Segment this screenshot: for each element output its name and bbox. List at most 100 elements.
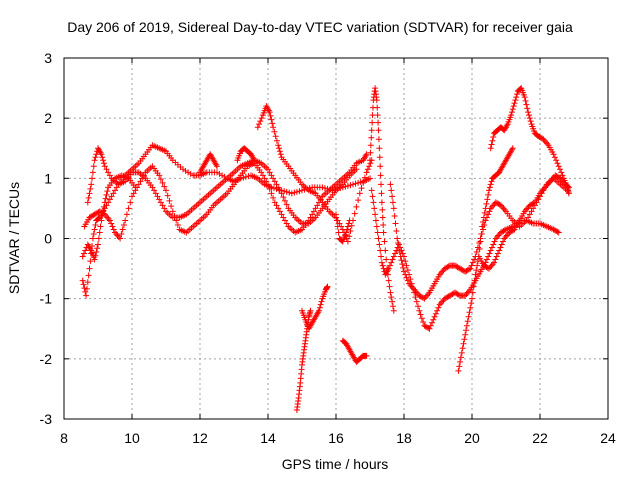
data-point	[89, 235, 96, 242]
data-point	[316, 307, 322, 314]
data-point	[127, 199, 134, 206]
data-point	[275, 184, 282, 191]
data-point	[333, 217, 340, 224]
data-point	[270, 124, 277, 131]
data-point	[527, 118, 534, 125]
data-point	[309, 211, 316, 218]
data-point	[490, 133, 497, 140]
data-point	[378, 199, 385, 206]
data-point	[523, 101, 530, 108]
data-point	[513, 94, 520, 101]
data-point	[390, 205, 397, 212]
data-point	[465, 313, 472, 320]
data-point	[319, 184, 326, 191]
data-point	[368, 187, 375, 194]
data-point	[257, 118, 264, 125]
data-point	[154, 193, 161, 200]
data-point	[355, 179, 362, 186]
data-point	[483, 200, 490, 207]
data-point	[523, 217, 530, 224]
data-point	[91, 226, 98, 233]
data-point	[123, 211, 130, 218]
data-point	[80, 250, 87, 257]
data-point	[118, 230, 125, 237]
data-point	[277, 151, 284, 158]
series-track-g	[299, 283, 331, 332]
data-point	[293, 188, 300, 195]
data-point	[509, 145, 516, 152]
data-point	[471, 256, 478, 263]
data-point	[488, 244, 495, 251]
data-point	[373, 97, 380, 104]
data-point	[457, 354, 464, 361]
data-point	[135, 181, 142, 188]
data-point	[376, 145, 383, 152]
data-point	[161, 205, 168, 212]
data-point	[469, 259, 476, 266]
series-track-e	[79, 172, 139, 263]
data-point	[273, 202, 280, 209]
data-point	[509, 106, 516, 113]
data-point	[101, 199, 108, 206]
data-point	[491, 259, 498, 266]
data-point	[110, 190, 117, 197]
data-point	[368, 127, 375, 134]
data-point	[363, 352, 370, 359]
data-point	[80, 281, 87, 288]
data-point	[393, 247, 400, 254]
data-point	[361, 174, 368, 181]
data-point	[378, 181, 385, 188]
data-point	[318, 298, 325, 305]
y-tick-label: -3	[40, 411, 53, 427]
data-point	[291, 189, 298, 196]
data-point	[83, 292, 90, 299]
data-point	[278, 211, 285, 218]
data-point	[81, 285, 88, 292]
data-point	[371, 205, 378, 212]
data-point	[375, 127, 382, 134]
data-point	[376, 154, 383, 161]
data-point	[271, 128, 278, 135]
data-point	[380, 265, 387, 272]
data-point	[357, 179, 364, 186]
data-point	[156, 172, 163, 179]
data-point	[565, 184, 572, 191]
data-point	[416, 307, 423, 314]
y-tick-label: 2	[44, 110, 52, 126]
data-point	[347, 182, 354, 189]
series-track-d	[254, 103, 375, 245]
data-point	[364, 166, 371, 173]
data-point	[156, 196, 163, 203]
data-point	[83, 285, 90, 292]
y-tick-label: -1	[40, 291, 53, 307]
data-point	[404, 267, 411, 274]
data-point	[84, 279, 91, 286]
data-point	[484, 196, 491, 203]
data-point	[345, 220, 352, 227]
data-point	[344, 182, 351, 189]
data-point	[466, 309, 473, 316]
data-point	[393, 227, 400, 234]
data-point	[263, 178, 270, 185]
data-point	[99, 154, 106, 161]
data-point	[299, 187, 305, 194]
data-point	[105, 169, 112, 176]
data-point	[363, 151, 370, 158]
data-point	[103, 191, 110, 198]
data-point	[479, 223, 486, 230]
data-point	[378, 253, 385, 260]
data-point	[374, 112, 381, 119]
data-point	[259, 172, 266, 179]
data-point	[558, 169, 565, 176]
data-point	[369, 112, 376, 119]
data-point	[251, 157, 258, 164]
data-point	[98, 151, 105, 158]
data-point	[157, 176, 164, 183]
data-point	[490, 241, 497, 248]
data-point	[404, 277, 411, 284]
data-point	[429, 319, 436, 326]
data-point	[270, 175, 277, 182]
data-point	[283, 188, 290, 195]
data-point	[466, 266, 473, 273]
data-point	[460, 340, 467, 347]
